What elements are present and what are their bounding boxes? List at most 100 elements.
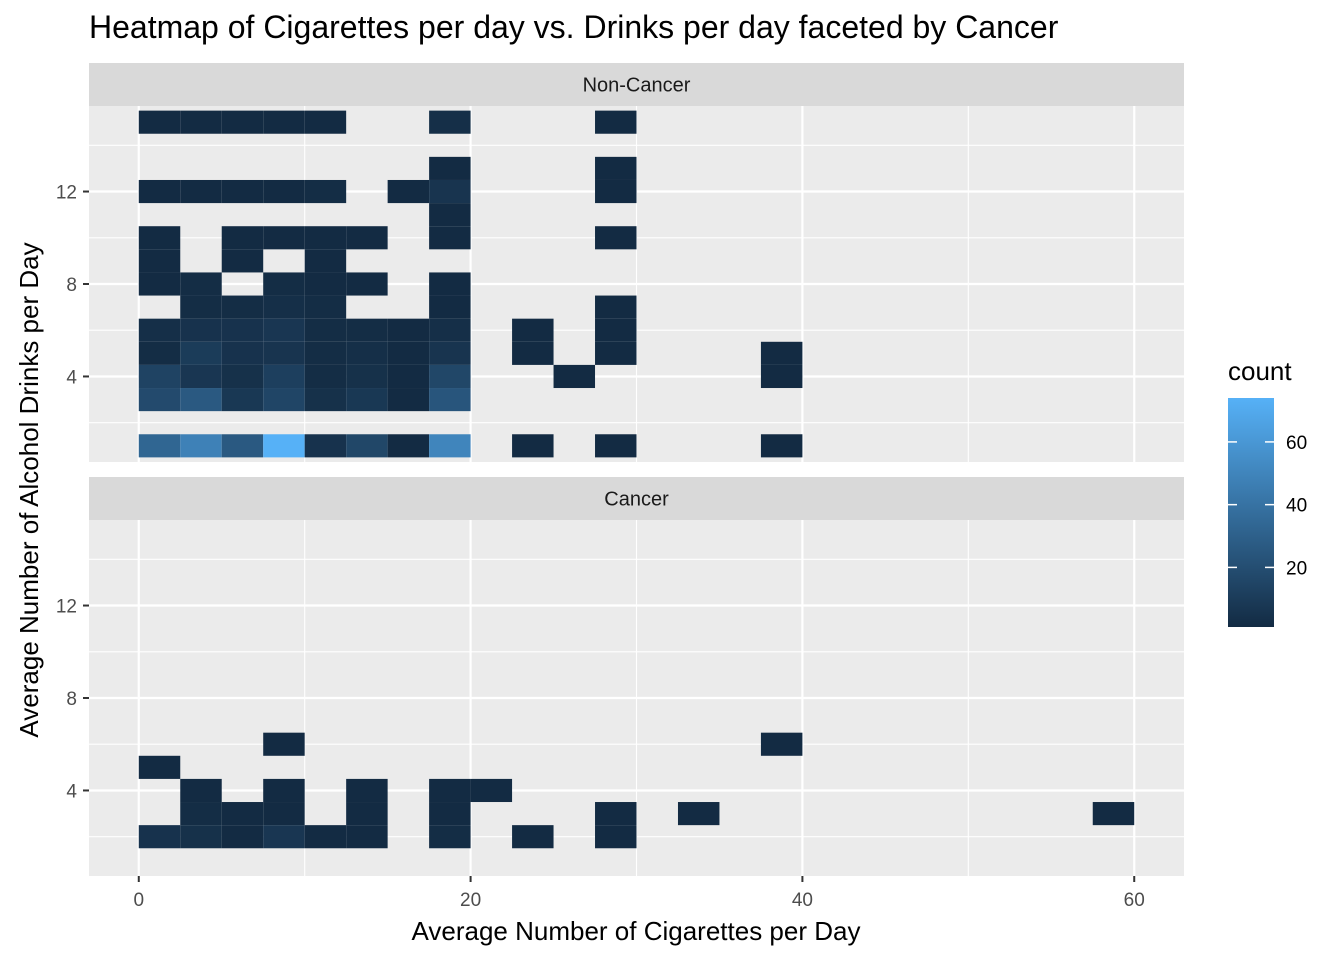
facet-0-heatmap-cell: [595, 295, 637, 319]
facet-0-heatmap-cell: [221, 179, 264, 204]
facet-1-heatmap-cell: [595, 802, 637, 826]
facet-0-heatmap-cell: [304, 110, 347, 134]
facet-1-heatmap-cell: [221, 825, 264, 849]
facet-0-heatmap-cell: [760, 434, 803, 458]
facet-0-heatmap-cell: [429, 226, 471, 250]
facet-1-heatmap-cell: [180, 802, 222, 826]
facet-0-heatmap-cell: [429, 156, 471, 180]
facet-0-heatmap-cell: [180, 434, 222, 458]
facet-0-heatmap-cell: [595, 434, 637, 458]
facet-0-heatmap-cell: [304, 272, 347, 296]
x-tick-label: 20: [460, 890, 481, 911]
facet-1-heatmap-cell: [677, 802, 720, 826]
facet-0-heatmap-cell: [221, 364, 264, 389]
facet-0-heatmap-cell: [138, 179, 181, 204]
facet-0-heatmap-cell: [429, 295, 471, 319]
x-tick-label: 0: [133, 890, 144, 911]
facet-0-heatmap-cell: [429, 434, 471, 458]
facet-0-heatmap-cell: [138, 364, 181, 389]
legend-colorbar: [1228, 398, 1274, 627]
facet-0-heatmap-cell: [263, 295, 305, 319]
facet-1-heatmap-cell: [346, 778, 388, 803]
facet-0-heatmap-cell: [346, 318, 388, 342]
facet-0-y-tick-label: 8: [66, 275, 77, 296]
facet-0-heatmap-cell: [180, 364, 222, 389]
facet-0-heatmap-cell: [138, 272, 181, 296]
facet-0-heatmap-cell: [263, 110, 305, 134]
facet-0-heatmap-cell: [221, 388, 264, 412]
facet-0-heatmap-cell: [180, 388, 222, 412]
facet-0-heatmap-cell: [346, 272, 388, 296]
facet-0-heatmap-cell: [595, 341, 637, 365]
facet-0-heatmap-cell: [304, 179, 347, 204]
facet-0-heatmap-cell: [595, 110, 637, 134]
facet-1-y-tick-label: 4: [66, 781, 77, 802]
facet-1-heatmap-cell: [346, 825, 388, 849]
facet-0-heatmap-cell: [138, 434, 181, 458]
facet-0-heatmap-cell: [760, 364, 803, 389]
x-tick-label: 60: [1124, 890, 1145, 911]
facet-1-strip: [89, 477, 1184, 520]
x-axis-label: Average Number of Cigarettes per Day: [412, 916, 861, 946]
facet-0-heatmap-cell: [512, 341, 554, 365]
facet-0-heatmap-cell: [429, 341, 471, 365]
legend-title: count: [1228, 356, 1292, 386]
facet-1-heatmap-cell: [1092, 802, 1135, 826]
facet-0-y-tick-label: 12: [56, 183, 77, 204]
facet-1-heatmap-cell: [512, 825, 554, 849]
facet-0-heatmap-cell: [221, 110, 264, 134]
facet-1-heatmap-cell: [346, 802, 388, 826]
facet-0-heatmap-cell: [180, 295, 222, 319]
facet-1-y-tick-label: 12: [56, 597, 77, 618]
facet-0-heatmap-cell: [595, 226, 637, 250]
facet-0-heatmap-cell: [429, 203, 471, 227]
facet-0-heatmap-cell: [304, 249, 347, 273]
facet-0-heatmap-cell: [221, 226, 264, 250]
facet-0-heatmap-cell: [263, 318, 305, 342]
facet-1-heatmap-cell: [221, 802, 264, 826]
facet-0-heatmap-cell: [180, 341, 222, 365]
facet-0-heatmap-cell: [263, 434, 305, 458]
facet-0-heatmap-cell: [553, 364, 596, 389]
facet-0-heatmap-cell: [346, 434, 388, 458]
facet-0-heatmap-cell: [180, 110, 222, 134]
facet-1-heatmap-cell: [263, 732, 305, 756]
facet-0-heatmap-cell: [263, 388, 305, 412]
facet-1-heatmap-cell: [138, 755, 181, 779]
facet-1-heatmap-cell: [470, 778, 513, 803]
facet-1-heatmap-cell: [180, 825, 222, 849]
facet-0-heatmap-cell: [221, 249, 264, 273]
facet-0-heatmap-cell: [346, 388, 388, 412]
facet-1-heatmap-cell: [263, 825, 305, 849]
facet-0-heatmap-cell: [346, 226, 388, 250]
facet-0-heatmap-cell: [221, 434, 264, 458]
facet-0-heatmap-cell: [180, 318, 222, 342]
facet-0-heatmap-cell: [346, 341, 388, 365]
facet-0-heatmap-cell: [595, 179, 637, 204]
legend-tick-label: 20: [1286, 558, 1307, 579]
facet-0-heatmap-cell: [138, 249, 181, 273]
legend-tick-label: 40: [1286, 496, 1307, 517]
facet-0-heatmap-cell: [512, 318, 554, 342]
facet-0-y-tick-label: 4: [66, 367, 77, 388]
facet-0-heatmap-cell: [512, 434, 554, 458]
facet-1-heatmap-cell: [138, 825, 181, 849]
facet-0-heatmap-cell: [595, 318, 637, 342]
plot-layer: Non-Cancer 4 8 12 Cancer 4 8 12 0 20 40 60 20 40 60: [56, 63, 1307, 911]
x-tick-label: 40: [792, 890, 813, 911]
facet-0-heatmap-cell: [304, 295, 347, 319]
facet-0-heatmap-cell: [304, 434, 347, 458]
facet-0-heatmap-cell: [263, 272, 305, 296]
facet-0-heatmap-cell: [429, 388, 471, 412]
facet-0-heatmap-cell: [304, 341, 347, 365]
facet-1-heatmap-cell: [263, 778, 305, 803]
facet-0-heatmap-cell: [263, 179, 305, 204]
facet-0-heatmap-cell: [304, 364, 347, 389]
facet-0-heatmap-cell: [263, 226, 305, 250]
facet-0-heatmap-cell: [387, 318, 430, 342]
facet-0-heatmap-cell: [263, 364, 305, 389]
legend-tick-label: 60: [1286, 433, 1307, 454]
facet-0-heatmap-cell: [304, 388, 347, 412]
